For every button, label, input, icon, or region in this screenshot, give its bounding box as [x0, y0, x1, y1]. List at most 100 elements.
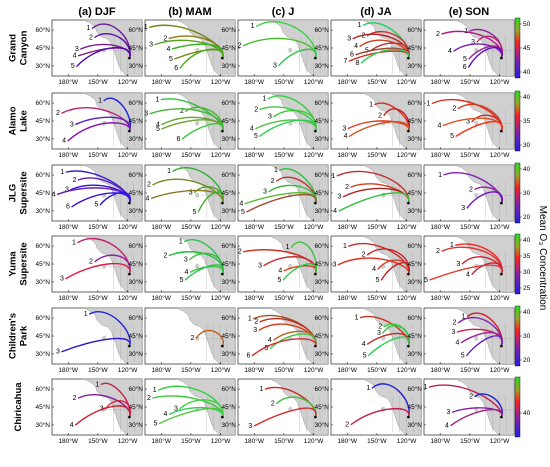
cluster-label: 2: [469, 394, 473, 401]
site-marker: [500, 344, 503, 348]
border-line: [206, 181, 208, 219]
row-label: Yuma Supersite: [8, 242, 30, 285]
cluster-label: 6: [350, 52, 354, 59]
y-tick-label: 60°N: [35, 171, 50, 179]
site-marker: [221, 129, 224, 133]
cluster-label: 3: [184, 257, 188, 264]
cluster-label: 3: [258, 263, 262, 270]
trajectory-line: [195, 329, 224, 347]
cluster-label: 5: [461, 353, 465, 360]
cluster-label: 3: [466, 119, 470, 126]
x-tick-label: 120°W: [304, 223, 324, 231]
cluster-label: 1: [424, 384, 428, 391]
border-line: [225, 36, 228, 74]
y-tick-label: 45°N: [314, 403, 329, 411]
colorbar-tick-label: 20: [523, 357, 531, 364]
y-tick-label: 60°N: [221, 314, 236, 322]
x-tick-label: 150°W: [181, 366, 201, 374]
cluster-label: 5: [265, 345, 269, 352]
cluster-label: 1: [450, 242, 454, 249]
x-tick-label: 120°W: [397, 366, 417, 374]
y-tick-label: 30°N: [35, 62, 50, 70]
border-line: [113, 36, 115, 74]
site-marker: [314, 344, 317, 348]
trajectory-line: [75, 405, 131, 426]
site-marker: [407, 344, 410, 348]
border-line: [225, 395, 228, 433]
x-tick-label: 120°W: [304, 437, 324, 445]
colorbar-tick-label: 30: [523, 190, 531, 197]
cluster-label: 2: [191, 335, 195, 342]
colorbar-tick-label: 35: [523, 253, 531, 260]
x-tick-label: 180°W: [151, 151, 171, 159]
colorbar-tick-label: 40: [523, 166, 531, 173]
border-line: [504, 395, 507, 433]
colorbar: 40 30 20: [514, 162, 531, 224]
cluster-label: 2: [238, 249, 242, 256]
trajectory-line: [380, 262, 410, 281]
trajectory-line: [450, 408, 503, 427]
cluster-label: 3: [248, 423, 252, 430]
y-tick-label: 30°N: [128, 350, 143, 358]
border-line: [132, 252, 135, 290]
island: [474, 335, 479, 341]
cluster-label: 1: [248, 316, 252, 323]
y-tick-label: 60°N: [314, 242, 329, 250]
column-title: (b) MAM: [168, 6, 211, 18]
cluster-label: 2: [453, 106, 457, 113]
trajectory-line: [65, 262, 131, 280]
colorbar-tick-label: 20: [523, 214, 531, 221]
y-tick-label: 60°N: [314, 26, 329, 34]
cluster-label: 2: [238, 43, 242, 50]
x-tick-label: 120°W: [211, 223, 231, 231]
y-tick-label: 30°N: [35, 278, 50, 286]
cluster-label: 2: [254, 319, 258, 326]
cluster-label: 1: [60, 169, 64, 176]
cluster-label: 3: [144, 111, 148, 118]
border-line: [225, 252, 228, 290]
border-line: [411, 395, 414, 433]
site-marker: [128, 56, 131, 60]
cluster-label: 1: [355, 315, 359, 322]
site-marker: [221, 272, 224, 276]
cluster-label: 2: [345, 422, 349, 429]
border-line: [318, 252, 321, 290]
x-tick-label: 120°W: [118, 223, 138, 231]
x-tick-label: 180°W: [58, 223, 78, 231]
x-tick-label: 120°W: [304, 78, 324, 86]
cluster-label: 2: [378, 324, 382, 331]
y-tick-label: 45°N: [407, 44, 422, 52]
trajectory-line: [350, 408, 410, 426]
border-line: [225, 181, 228, 219]
cluster-label: 4: [70, 422, 74, 429]
cluster-label: 7: [343, 58, 347, 65]
cluster-label: 3: [333, 262, 337, 269]
border-line: [113, 109, 115, 147]
row-label-line: Alamo: [8, 106, 19, 135]
border-line: [312, 395, 314, 433]
y-tick-label: 30°N: [407, 135, 422, 143]
colorbar-gradient: [514, 376, 521, 438]
trajectory-line: [259, 119, 317, 137]
cluster-label: 4: [354, 43, 358, 50]
border-line: [126, 36, 128, 74]
y-tick-label: 30°N: [221, 421, 236, 429]
y-tick-label: 45°N: [314, 189, 329, 197]
y-tick-label: 30°N: [407, 207, 422, 215]
x-tick-label: 150°W: [274, 78, 294, 86]
cluster-label: 1: [286, 244, 290, 251]
y-tick-label: 30°N: [221, 135, 236, 143]
border-line: [206, 252, 208, 290]
x-tick-label: 150°W: [460, 437, 480, 445]
cluster-label: 4: [146, 195, 150, 202]
border-line: [299, 36, 301, 74]
